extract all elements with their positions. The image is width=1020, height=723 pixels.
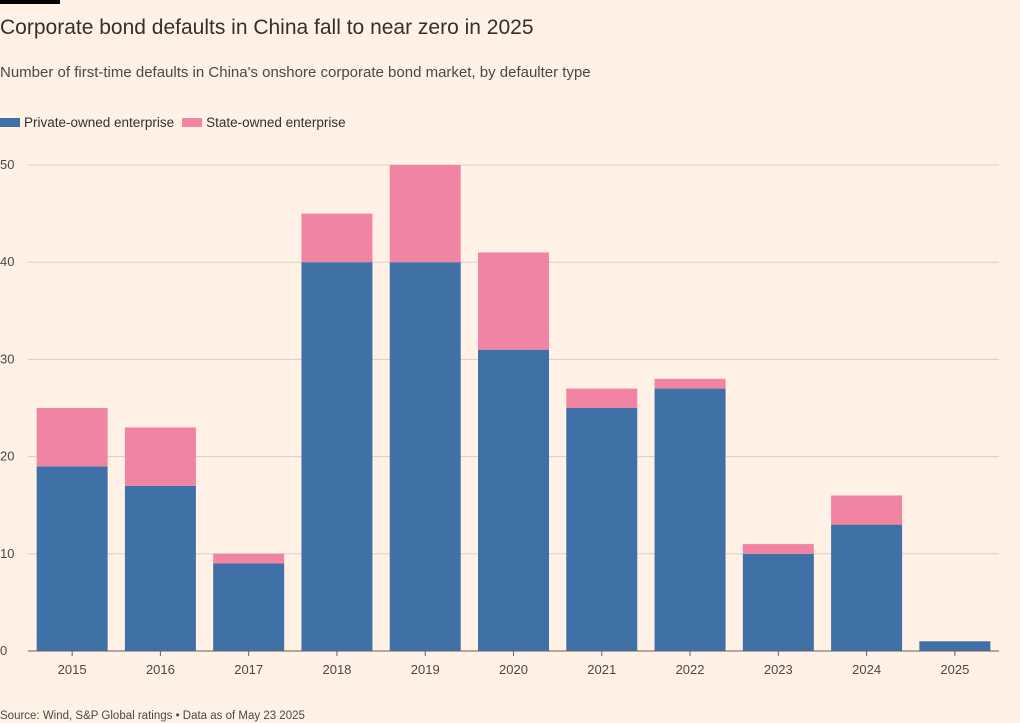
x-tick-label-2019: 2019 <box>411 662 440 677</box>
x-tick-label-2025: 2025 <box>940 662 969 677</box>
bar-private-2017 <box>213 563 285 651</box>
bar-private-2015 <box>36 466 108 651</box>
x-tick-label-2018: 2018 <box>322 662 351 677</box>
bar-private-2016 <box>124 485 196 651</box>
bar-state-2022 <box>654 378 726 389</box>
bar-private-2024 <box>831 524 903 651</box>
legend-label-private: Private-owned enterprise <box>24 114 175 130</box>
axes: 0 10 20 30 40 50 2015 2016 2017 2018 2019 2020 2021 2… <box>0 157 999 677</box>
bar-state-2021 <box>566 388 638 408</box>
x-tick-label-2016: 2016 <box>146 662 175 677</box>
legend-label-state: State-owned enterprise <box>206 114 346 130</box>
y-tick-label-0: 0 <box>0 643 7 658</box>
x-tick-label-2015: 2015 <box>58 662 87 677</box>
brand-bar <box>0 0 60 4</box>
x-tick-label-2017: 2017 <box>234 662 263 677</box>
legend-item-private: Private-owned enterprise <box>0 115 174 130</box>
legend-item-state: State-owned enterprise <box>182 115 346 130</box>
bar-private-2023 <box>742 553 814 651</box>
source-note: Source: Wind, S&P Global ratings • Data … <box>0 710 305 722</box>
y-tick-label-40: 40 <box>0 254 14 269</box>
legend: Private-owned enterprise State-owned ent… <box>0 113 354 131</box>
x-tick-label-2021: 2021 <box>587 662 616 677</box>
bar-private-2019 <box>389 262 461 651</box>
y-tick-label-10: 10 <box>0 546 14 561</box>
bar-state-2019 <box>389 165 461 263</box>
bar-state-2017 <box>213 553 285 564</box>
bar-private-2018 <box>301 262 373 651</box>
y-tick-label-30: 30 <box>0 351 14 366</box>
legend-swatch-state <box>182 117 203 127</box>
x-tick-label-2023: 2023 <box>764 662 793 677</box>
x-tick-label-2024: 2024 <box>852 662 881 677</box>
legend-swatch-private <box>0 117 20 127</box>
x-tick-label-2020: 2020 <box>499 662 528 677</box>
bar-chart: 0 10 20 30 40 50 2015 2016 2017 2018 2019 2020 2021 2… <box>0 157 999 677</box>
bar-state-2015 <box>36 408 108 467</box>
bar-private-2020 <box>478 349 549 651</box>
chart-subtitle: Number of first-time defaults in China's… <box>0 64 591 81</box>
y-tick-label-50: 50 <box>0 157 14 172</box>
bar-private-2022 <box>654 388 726 651</box>
bar-private-2025 <box>919 641 991 651</box>
bar-state-2024 <box>831 495 903 525</box>
bar-state-2018 <box>301 213 373 263</box>
bar-state-2023 <box>742 544 814 554</box>
bar-private-2021 <box>566 408 638 651</box>
y-tick-label-20: 20 <box>0 449 14 464</box>
bar-state-2016 <box>124 427 196 486</box>
bars <box>36 165 991 651</box>
x-tick-label-2022: 2022 <box>676 662 705 677</box>
bar-state-2020 <box>478 252 549 350</box>
chart-title: Corporate bond defaults in China fall to… <box>0 16 534 39</box>
